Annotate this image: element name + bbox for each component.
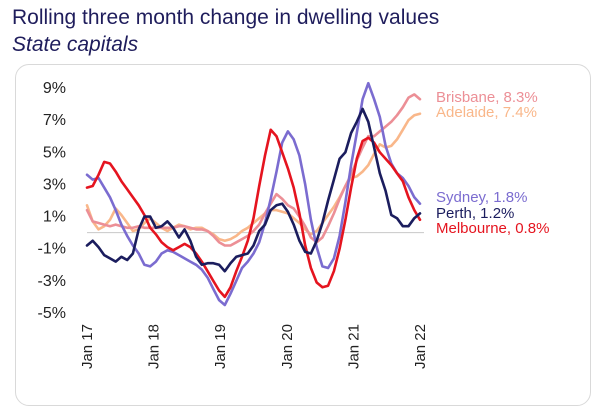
y-tick-label: 3% — [43, 176, 66, 193]
y-axis-ticks: 9% 7% 5% 3% 1% -1% -3% -5% — [38, 80, 66, 322]
series-label-adelaide: Adelaide, 7.4% — [436, 104, 537, 121]
x-axis-ticks: Jan 17 Jan 18 Jan 19 Jan 20 Jan 21 Jan 22 — [79, 324, 429, 369]
x-tick-label: Jan 22 — [412, 324, 429, 369]
y-tick-label: 7% — [43, 112, 66, 129]
y-tick-label: 1% — [43, 209, 66, 226]
y-tick-label: -5% — [38, 305, 66, 322]
x-tick-label: Jan 17 — [79, 324, 96, 369]
series-labels: Sydney, 1.8% Melbourne, 0.8% Brisbane, 8.3… — [436, 89, 549, 237]
y-tick-label: 9% — [43, 80, 66, 97]
series-line-melbourne — [85, 128, 422, 299]
chart-subtitle: State capitals — [12, 33, 139, 56]
y-tick-label: -1% — [38, 241, 66, 258]
series-label-brisbane: Brisbane, 8.3% — [436, 89, 538, 106]
chart-title: Rolling three month change in dwelling v… — [12, 6, 440, 29]
x-tick-label: Jan 21 — [345, 324, 362, 369]
series-lines-layer — [85, 81, 422, 307]
series-label-sydney: Sydney, 1.8% — [436, 189, 527, 206]
series-line-perth — [85, 107, 422, 273]
series-label-perth: Perth, 1.2% — [436, 205, 514, 222]
series-line-brisbane — [85, 93, 422, 247]
x-tick-label: Jan 19 — [212, 324, 229, 369]
x-tick-label: Jan 18 — [146, 324, 163, 369]
series-label-melbourne: Melbourne, 0.8% — [436, 220, 549, 237]
y-tick-label: 5% — [43, 144, 66, 161]
y-tick-label: -3% — [38, 273, 66, 290]
x-tick-label: Jan 20 — [279, 324, 296, 369]
series-line-sydney — [85, 81, 422, 307]
